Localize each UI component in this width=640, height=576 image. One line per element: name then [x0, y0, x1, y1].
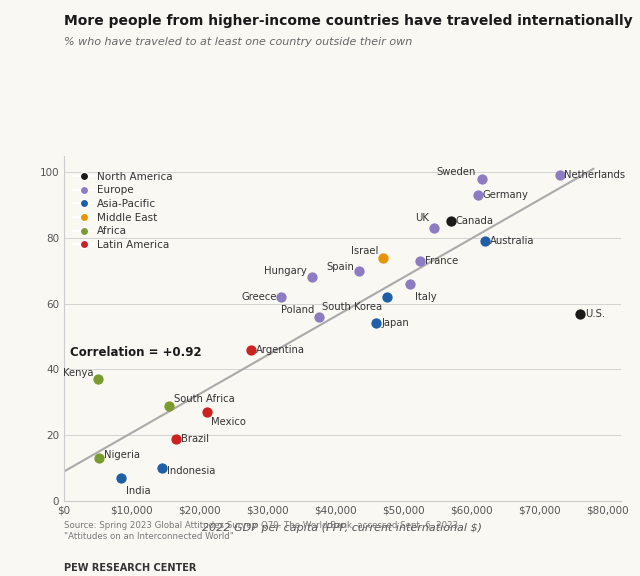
Text: France: France [425, 256, 458, 266]
Text: Nigeria: Nigeria [104, 450, 140, 460]
Text: U.S.: U.S. [585, 309, 605, 319]
Text: India: India [126, 486, 150, 497]
Point [381, 293, 392, 302]
Point [575, 309, 585, 318]
Point [355, 266, 365, 275]
Text: Greece: Greece [241, 292, 276, 302]
Point [473, 191, 483, 200]
Text: PEW RESEARCH CENTER: PEW RESEARCH CENTER [64, 563, 196, 573]
Text: Germany: Germany [483, 190, 529, 200]
Text: More people from higher-income countries have traveled internationally: More people from higher-income countries… [64, 14, 632, 28]
Text: Correlation = +0.92: Correlation = +0.92 [70, 346, 201, 359]
Text: Argentina: Argentina [255, 344, 305, 355]
Text: Spain: Spain [327, 263, 355, 272]
Point [371, 319, 381, 328]
Text: UK: UK [415, 213, 429, 223]
Text: Source: Spring 2023 Global Attitudes Survey. Q79. The World Bank, accessed Sept.: Source: Spring 2023 Global Attitudes Sur… [64, 521, 461, 541]
Text: Italy: Italy [415, 292, 436, 302]
Point [555, 170, 565, 180]
Point [164, 401, 174, 410]
Text: Sweden: Sweden [436, 167, 476, 177]
Point [429, 223, 439, 233]
Text: Australia: Australia [490, 236, 534, 246]
Point [476, 174, 486, 183]
Point [157, 464, 168, 473]
Point [480, 237, 490, 246]
Point [93, 375, 103, 384]
Point [314, 312, 324, 321]
Point [307, 272, 317, 282]
Text: % who have traveled to at least one country outside their own: % who have traveled to at least one coun… [64, 37, 412, 47]
Text: Canada: Canada [456, 217, 494, 226]
Text: Japan: Japan [381, 319, 409, 328]
Point [378, 253, 388, 262]
Text: Hungary: Hungary [264, 266, 307, 276]
Point [276, 293, 287, 302]
Point [246, 345, 256, 354]
Point [415, 256, 426, 266]
Text: Mexico: Mexico [211, 417, 246, 427]
Text: Brazil: Brazil [180, 434, 209, 444]
Point [94, 454, 104, 463]
Point [405, 279, 415, 289]
Point [116, 473, 126, 483]
Text: Kenya: Kenya [63, 367, 93, 378]
Text: Indonesia: Indonesia [167, 467, 216, 476]
X-axis label: 2022 GDP per capita (PPP, current international $): 2022 GDP per capita (PPP, current intern… [202, 523, 483, 533]
Text: Israel: Israel [351, 246, 378, 256]
Legend: North America, Europe, Asia-Pacific, Middle East, Africa, Latin America: North America, Europe, Asia-Pacific, Mid… [69, 168, 177, 254]
Point [446, 217, 456, 226]
Text: South Korea: South Korea [322, 302, 382, 312]
Point [202, 408, 212, 417]
Text: South Africa: South Africa [174, 394, 235, 404]
Text: Poland: Poland [280, 305, 314, 315]
Point [171, 434, 181, 443]
Text: Netherlands: Netherlands [564, 170, 625, 180]
